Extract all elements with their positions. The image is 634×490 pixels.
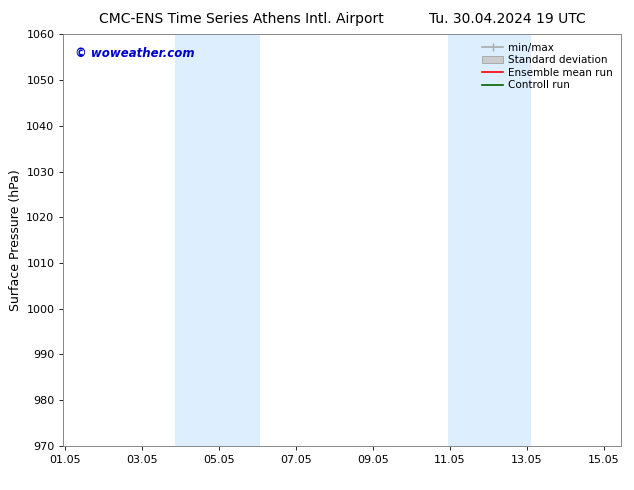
Text: © woweather.com: © woweather.com <box>75 47 194 60</box>
Text: Tu. 30.04.2024 19 UTC: Tu. 30.04.2024 19 UTC <box>429 12 586 26</box>
Bar <box>175 34 260 446</box>
Text: CMC-ENS Time Series Athens Intl. Airport: CMC-ENS Time Series Athens Intl. Airport <box>98 12 384 26</box>
Y-axis label: Surface Pressure (hPa): Surface Pressure (hPa) <box>9 169 22 311</box>
Legend: min/max, Standard deviation, Ensemble mean run, Controll run: min/max, Standard deviation, Ensemble me… <box>479 40 616 94</box>
Bar <box>448 34 531 446</box>
